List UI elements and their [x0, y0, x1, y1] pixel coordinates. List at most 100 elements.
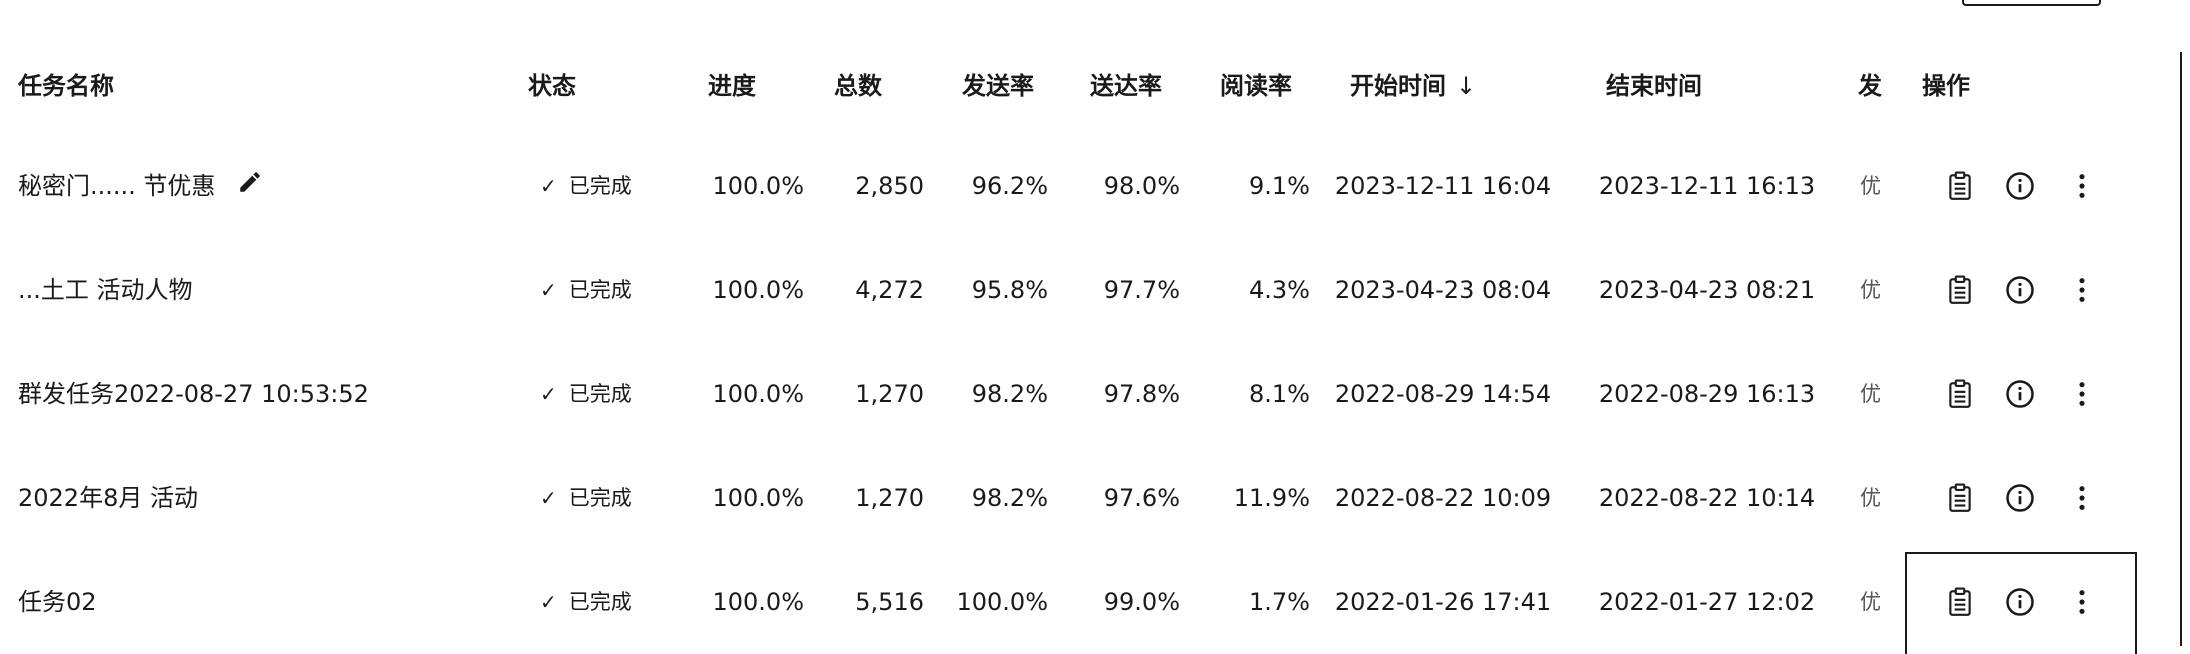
header-total[interactable]: 总数	[834, 72, 882, 100]
status-text: 已完成	[568, 278, 632, 302]
send-rate-value: 98.2%	[971, 484, 1048, 512]
sender-value: 优	[1860, 382, 1881, 406]
task-name[interactable]: 秘密门...... 节优惠	[18, 156, 378, 216]
read-rate-value: 11.9%	[1233, 484, 1310, 512]
progress-value: 100.0%	[712, 380, 804, 408]
table-row[interactable]: 2022年8月 活动 ✓ 已完成 100.0% 1,270 98.2% 97.6%…	[0, 468, 2175, 528]
info-icon[interactable]	[2004, 274, 2036, 306]
task-name-text: 2022年8月 活动	[18, 484, 198, 512]
start-time-value: 2022-08-29 14:54	[1334, 380, 1552, 408]
header-progress[interactable]: 进度	[708, 72, 756, 100]
task-name[interactable]: 2022年8月 活动	[18, 468, 378, 528]
header-status[interactable]: 状态	[528, 72, 576, 100]
check-icon: ✓	[540, 382, 557, 406]
status-text: 已完成	[568, 486, 632, 510]
start-time-value: 2023-04-23 08:04	[1334, 276, 1552, 304]
task-name-text: ...土工 活动人物	[18, 276, 193, 304]
task-name[interactable]: 群发任务2022-08-27 10:53:52	[18, 364, 418, 424]
clipboard-icon[interactable]	[1944, 274, 1976, 306]
header-deliver-rate[interactable]: 送达率	[1090, 72, 1162, 100]
total-value: 1,270	[855, 380, 924, 408]
deliver-rate-value: 98.0%	[1103, 172, 1180, 200]
more-vertical-icon[interactable]	[2066, 378, 2098, 410]
status-text: 已完成	[568, 382, 632, 406]
read-rate-value: 9.1%	[1249, 172, 1310, 200]
status-badge: ✓ 已完成	[540, 260, 680, 320]
sender-value: 优	[1860, 174, 1881, 198]
sender-value: 优	[1860, 590, 1881, 614]
total-value: 1,270	[855, 484, 924, 512]
end-time-value: 2022-01-27 12:02	[1598, 588, 1816, 616]
clipboard-icon[interactable]	[1944, 170, 1976, 202]
sender-value: 优	[1860, 486, 1881, 510]
table-row[interactable]: 任务02 ✓ 已完成 100.0% 5,516 100.0% 99.0% 1.7%…	[0, 572, 2175, 632]
header-send-rate[interactable]: 发送率	[962, 72, 1034, 100]
send-rate-value: 96.2%	[971, 172, 1048, 200]
table-header: 任务名称 状态 进度 总数 发送率 送达率 阅读率 开始时间↓ 结束时间 发送 …	[0, 56, 2175, 116]
more-vertical-icon[interactable]	[2066, 274, 2098, 306]
deliver-rate-value: 97.7%	[1103, 276, 1180, 304]
sort-desc-icon[interactable]: ↓	[1456, 72, 1477, 100]
send-rate-value: 100.0%	[956, 588, 1048, 616]
progress-value: 100.0%	[712, 484, 804, 512]
check-icon: ✓	[540, 278, 557, 302]
info-icon[interactable]	[2004, 378, 2036, 410]
clipboard-icon[interactable]	[1944, 482, 1976, 514]
task-name[interactable]: 任务02	[18, 572, 378, 632]
header-sender[interactable]: 发送	[1858, 72, 1882, 100]
progress-value: 100.0%	[712, 276, 804, 304]
row-actions-focus-outline	[1905, 552, 2137, 654]
info-icon[interactable]	[2004, 586, 2036, 618]
task-name[interactable]: ...土工 活动人物	[18, 260, 378, 320]
header-end-time[interactable]: 结束时间	[1606, 72, 1702, 100]
total-value: 4,272	[855, 276, 924, 304]
check-icon: ✓	[540, 174, 557, 198]
more-vertical-icon[interactable]	[2066, 586, 2098, 618]
info-icon[interactable]	[2004, 170, 2036, 202]
status-badge: ✓ 已完成	[540, 572, 680, 632]
task-name-text: 群发任务2022-08-27 10:53:52	[18, 380, 369, 408]
top-action-button[interactable]	[1962, 0, 2101, 6]
status-badge: ✓ 已完成	[540, 468, 680, 528]
clipboard-icon[interactable]	[1944, 586, 1976, 618]
status-text: 已完成	[568, 174, 632, 198]
pencil-icon[interactable]	[237, 157, 263, 216]
deliver-rate-value: 99.0%	[1103, 588, 1180, 616]
end-time-value: 2023-04-23 08:21	[1598, 276, 1816, 304]
total-value: 2,850	[855, 172, 924, 200]
clipboard-icon[interactable]	[1944, 378, 1976, 410]
more-vertical-icon[interactable]	[2066, 482, 2098, 514]
task-name-text: 秘密门...... 节优惠	[18, 172, 216, 200]
header-task-name[interactable]: 任务名称	[18, 72, 114, 100]
status-badge: ✓ 已完成	[540, 364, 680, 424]
send-rate-value: 95.8%	[971, 276, 1048, 304]
progress-value: 100.0%	[712, 588, 804, 616]
table-scroll-edge	[2180, 52, 2182, 646]
status-text: 已完成	[568, 590, 632, 614]
table-row[interactable]: 秘密门...... 节优惠 ✓ 已完成 100.0% 2,850 96.2% 98…	[0, 156, 2175, 216]
start-time-value: 2022-08-22 10:09	[1334, 484, 1552, 512]
end-time-value: 2023-12-11 16:13	[1598, 172, 1816, 200]
read-rate-value: 4.3%	[1249, 276, 1310, 304]
table-row[interactable]: 群发任务2022-08-27 10:53:52 ✓ 已完成 100.0% 1,27…	[0, 364, 2175, 424]
header-start-time[interactable]: 开始时间 ↓	[1350, 56, 1530, 116]
status-badge: ✓ 已完成	[540, 156, 680, 216]
start-time-value: 2023-12-11 16:04	[1334, 172, 1552, 200]
progress-value: 100.0%	[712, 172, 804, 200]
deliver-rate-value: 97.8%	[1103, 380, 1180, 408]
header-read-rate[interactable]: 阅读率	[1220, 72, 1292, 100]
header-start-time-label: 开始时间	[1350, 72, 1446, 100]
end-time-value: 2022-08-22 10:14	[1598, 484, 1816, 512]
header-actions: 操作	[1922, 72, 1970, 100]
send-rate-value: 98.2%	[971, 380, 1048, 408]
deliver-rate-value: 97.6%	[1103, 484, 1180, 512]
more-vertical-icon[interactable]	[2066, 170, 2098, 202]
start-time-value: 2022-01-26 17:41	[1334, 588, 1552, 616]
info-icon[interactable]	[2004, 482, 2036, 514]
check-icon: ✓	[540, 486, 557, 510]
read-rate-value: 1.7%	[1249, 588, 1310, 616]
check-icon: ✓	[540, 590, 557, 614]
table-row[interactable]: ...土工 活动人物 ✓ 已完成 100.0% 4,272 95.8% 97.7%…	[0, 260, 2175, 320]
task-name-text: 任务02	[18, 588, 97, 616]
end-time-value: 2022-08-29 16:13	[1598, 380, 1816, 408]
